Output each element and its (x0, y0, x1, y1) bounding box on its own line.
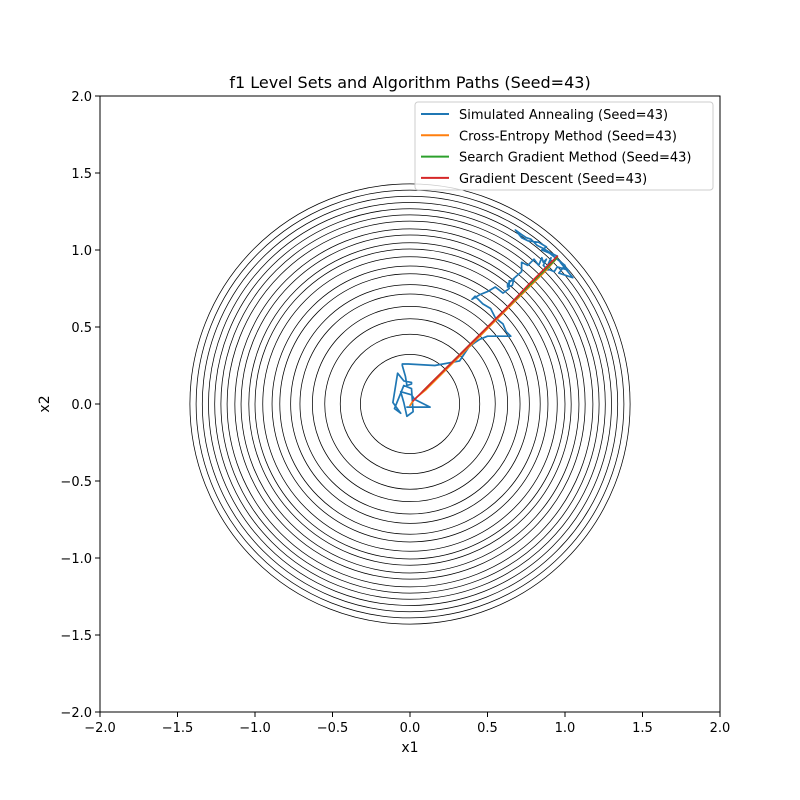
legend: Simulated Annealing (Seed=43) Cross-Entro… (414, 101, 714, 191)
series-layer (392, 229, 574, 418)
y-axis-ticks: −2.0 −1.5 −1.0 −0.5 0.0 0.5 1.0 1.5 2.0 (60, 90, 100, 721)
contour-level-9 (262, 256, 558, 552)
contour-level-18 (201, 195, 619, 613)
y-tick-label: −1.5 (60, 629, 92, 644)
legend-frame (414, 101, 714, 191)
x-tick-label: 1.5 (632, 721, 653, 736)
contour-level-6 (290, 284, 530, 524)
contour-level-17 (208, 202, 612, 606)
contour-level-14 (226, 220, 594, 588)
contour-level-10 (254, 248, 566, 560)
x-tick-label: 1.0 (555, 721, 576, 736)
y-tick-label: −0.5 (60, 475, 92, 490)
y-tick-label: −2.0 (60, 706, 92, 721)
series-line-1 (392, 229, 574, 418)
x-axis-label: x1 (401, 740, 418, 756)
contour-level-7 (279, 273, 541, 535)
contour-level-1 (360, 354, 460, 454)
legend-label-4: Gradient Descent (Seed=43) (459, 172, 647, 187)
x-tick-label: −0.5 (317, 721, 349, 736)
x-tick-label: 0.0 (400, 721, 421, 736)
x-tick-label: 2.0 (710, 721, 731, 736)
x-tick-label: −1.0 (239, 721, 271, 736)
contour-levels (189, 183, 631, 625)
legend-label-3: Search Gradient Method (Seed=43) (459, 151, 691, 166)
y-axis-label: x2 (37, 395, 53, 412)
contour-level-12 (240, 234, 580, 574)
contour-level-16 (214, 208, 606, 600)
contour-level-3 (324, 318, 496, 490)
legend-label-1: Simulated Annealing (Seed=43) (459, 108, 668, 123)
x-tick-label: 0.5 (477, 721, 498, 736)
y-tick-label: 1.0 (71, 244, 92, 259)
contour-level-20 (189, 183, 631, 625)
contour-level-19 (195, 189, 625, 619)
y-tick-label: 0.5 (71, 321, 92, 336)
contour-level-15 (220, 214, 600, 594)
y-tick-label: 1.5 (71, 167, 92, 182)
x-tick-label: −2.0 (84, 721, 116, 736)
chart-title: f1 Level Sets and Algorithm Paths (Seed=… (229, 73, 590, 92)
contour-level-11 (248, 242, 572, 566)
contour-level-2 (339, 333, 481, 475)
y-tick-label: −1.0 (60, 552, 92, 567)
contour-level-8 (271, 265, 549, 543)
series-line-4 (412, 255, 559, 402)
x-tick-label: −1.5 (162, 721, 194, 736)
contour-level-5 (299, 293, 521, 515)
legend-label-2: Cross-Entropy Method (Seed=43) (459, 129, 677, 144)
x-axis-ticks: −2.0 −1.5 −1.0 −0.5 0.0 0.5 1.0 1.5 2.0 (84, 712, 730, 736)
y-tick-label: 2.0 (71, 90, 92, 105)
y-tick-label: 0.0 (71, 398, 92, 413)
contour-level-13 (234, 228, 586, 580)
contour-level-4 (311, 305, 509, 503)
